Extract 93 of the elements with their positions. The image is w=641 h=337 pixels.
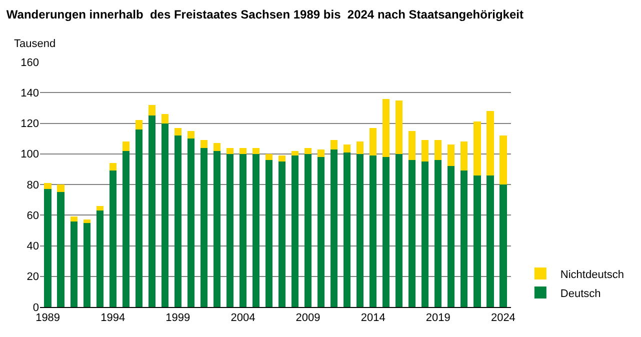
bar: [448, 144, 455, 166]
bar: [500, 136, 507, 184]
bar: [226, 154, 234, 307]
bar: [330, 140, 338, 150]
legend-label: Nichtdeutsch: [560, 268, 624, 281]
bar: [200, 148, 208, 307]
bar: [291, 155, 299, 307]
bar: [356, 142, 364, 154]
y-tick-label: 80: [26, 179, 39, 192]
bar: [148, 104, 156, 116]
bar: [460, 170, 468, 307]
bar: [382, 156, 390, 307]
bar: [109, 163, 116, 171]
bar: [109, 170, 116, 307]
bar: [343, 144, 351, 152]
x-tick-label: 2004: [230, 312, 256, 324]
y-tick-label: 100: [20, 148, 39, 161]
bar: [96, 206, 104, 211]
y-tick-label: 20: [26, 271, 39, 284]
bar: [422, 162, 429, 307]
bar: [304, 148, 312, 154]
bar: [474, 122, 481, 176]
bar: [83, 220, 90, 223]
x-tick-label: 2024: [490, 312, 516, 324]
bar: [448, 166, 455, 307]
bar: [200, 140, 208, 148]
bar: [317, 149, 325, 157]
x-tick-label: 1994: [100, 312, 126, 324]
bar: [278, 162, 286, 307]
bar: [317, 156, 325, 307]
bar: [330, 149, 338, 307]
bar: [70, 216, 78, 222]
bar: [356, 154, 364, 307]
bar: [500, 184, 507, 307]
bar: [252, 154, 260, 307]
bar: [122, 142, 130, 151]
bar: [408, 160, 416, 307]
bar: [434, 140, 442, 160]
bar: [486, 175, 494, 307]
y-tick-label: 140: [20, 87, 39, 100]
y-tick-label: 60: [26, 210, 39, 222]
legend-label: Deutsch: [560, 288, 601, 300]
bar: [474, 175, 481, 307]
y-tick-label: 0: [32, 302, 39, 314]
bar: [135, 120, 142, 130]
x-tick-label: 2014: [360, 312, 386, 324]
x-tick-label: 2019: [426, 312, 450, 324]
bar: [44, 182, 52, 190]
bar: [213, 150, 221, 307]
bar: [396, 100, 403, 154]
bar: [161, 114, 168, 124]
bar: [278, 155, 286, 162]
bar: [83, 222, 90, 307]
y-tick-label: 40: [26, 240, 39, 253]
bar: [370, 128, 377, 156]
bar: [57, 192, 64, 307]
chart-title: Wanderungen innerhalb des Freistaates Sachsen 1989 bis 2024 nach Staatsangehörigkeit: [6, 8, 524, 22]
bar: [422, 140, 429, 162]
bar: [148, 116, 156, 307]
bar: [70, 221, 78, 307]
bar: [486, 111, 494, 176]
bar: [265, 160, 273, 307]
bar: [226, 148, 234, 154]
bar: [161, 123, 168, 307]
x-tick-label: 1989: [36, 312, 60, 324]
bar: [343, 152, 351, 307]
bar: [304, 154, 312, 307]
bar: [96, 210, 104, 307]
bar: [396, 154, 403, 307]
bar: [135, 129, 142, 307]
bar: [174, 136, 182, 307]
y-axis-title: Tausend: [14, 38, 56, 50]
bar: [239, 148, 247, 154]
bar: [44, 189, 52, 307]
bar: [174, 128, 182, 136]
bar: [408, 130, 416, 160]
bar: [434, 160, 442, 307]
bar: [213, 143, 221, 151]
bar: [370, 155, 377, 307]
x-tick-label: 2009: [296, 312, 320, 324]
bar: [252, 148, 260, 154]
x-tick-label: 1999: [166, 312, 190, 324]
bar: [187, 138, 195, 307]
bar: [239, 154, 247, 307]
bar: [460, 142, 468, 171]
bar: [57, 184, 64, 192]
bar: [382, 98, 390, 157]
y-tick-label: 160: [20, 56, 39, 69]
y-tick-label: 120: [20, 118, 39, 130]
bar: [291, 150, 299, 156]
bar: [265, 154, 273, 160]
bar: [122, 150, 130, 307]
bar: [187, 130, 195, 139]
